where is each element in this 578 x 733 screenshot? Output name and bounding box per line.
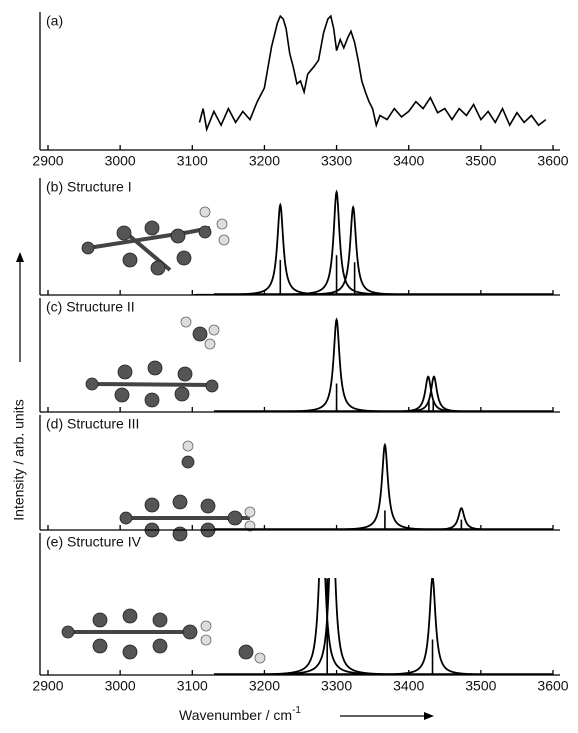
x-tick-label: 3200 bbox=[249, 678, 280, 694]
panel-label: (c) Structure II bbox=[46, 299, 135, 315]
x-tick-label: 3000 bbox=[105, 678, 136, 694]
panel-label: (a) bbox=[46, 13, 63, 29]
x-tick-label: 3100 bbox=[177, 678, 208, 694]
x-tick-label: 3400 bbox=[393, 153, 424, 169]
x-tick-label: 3100 bbox=[177, 153, 208, 169]
x-arrow-head bbox=[424, 712, 434, 720]
molecule-b bbox=[82, 207, 229, 275]
molecule-e bbox=[62, 609, 265, 663]
x-tick-label: 3300 bbox=[321, 153, 352, 169]
panel-label: (d) Structure III bbox=[46, 416, 139, 432]
x-axis-label-text: Wavenumber / cm bbox=[179, 707, 292, 723]
plot-area bbox=[200, 16, 546, 129]
x-tick-label: 3500 bbox=[465, 678, 496, 694]
plot-area bbox=[214, 445, 553, 530]
y-axis-label: Intensity / arb. units bbox=[11, 399, 27, 520]
x-tick-label: 3300 bbox=[321, 678, 352, 694]
x-tick-label: 3500 bbox=[465, 153, 496, 169]
x-tick-label: 3600 bbox=[537, 678, 568, 694]
x-axis-label-sup: -1 bbox=[292, 705, 301, 716]
spectrum-line bbox=[200, 16, 546, 129]
x-tick-label: 3600 bbox=[537, 153, 568, 169]
molecule-d bbox=[120, 441, 255, 541]
panel-label: (e) Structure IV bbox=[46, 534, 142, 550]
x-tick-label: 3000 bbox=[105, 153, 136, 169]
x-tick-label: 3400 bbox=[393, 678, 424, 694]
y-arrow-head bbox=[16, 252, 24, 262]
peak bbox=[267, 207, 440, 295]
figure: Intensity / arb. units Wavenumber / cm-1… bbox=[0, 0, 578, 728]
x-axis-label: Wavenumber / cm-1 bbox=[179, 705, 301, 723]
x-tick-label: 2900 bbox=[32, 153, 63, 169]
molecule-c bbox=[86, 317, 219, 407]
plot-area bbox=[194, 192, 553, 295]
panel-label: (b) Structure I bbox=[46, 179, 132, 195]
plot-area bbox=[214, 320, 553, 412]
x-tick-label: 3200 bbox=[249, 153, 280, 169]
x-tick-label: 2900 bbox=[32, 678, 63, 694]
